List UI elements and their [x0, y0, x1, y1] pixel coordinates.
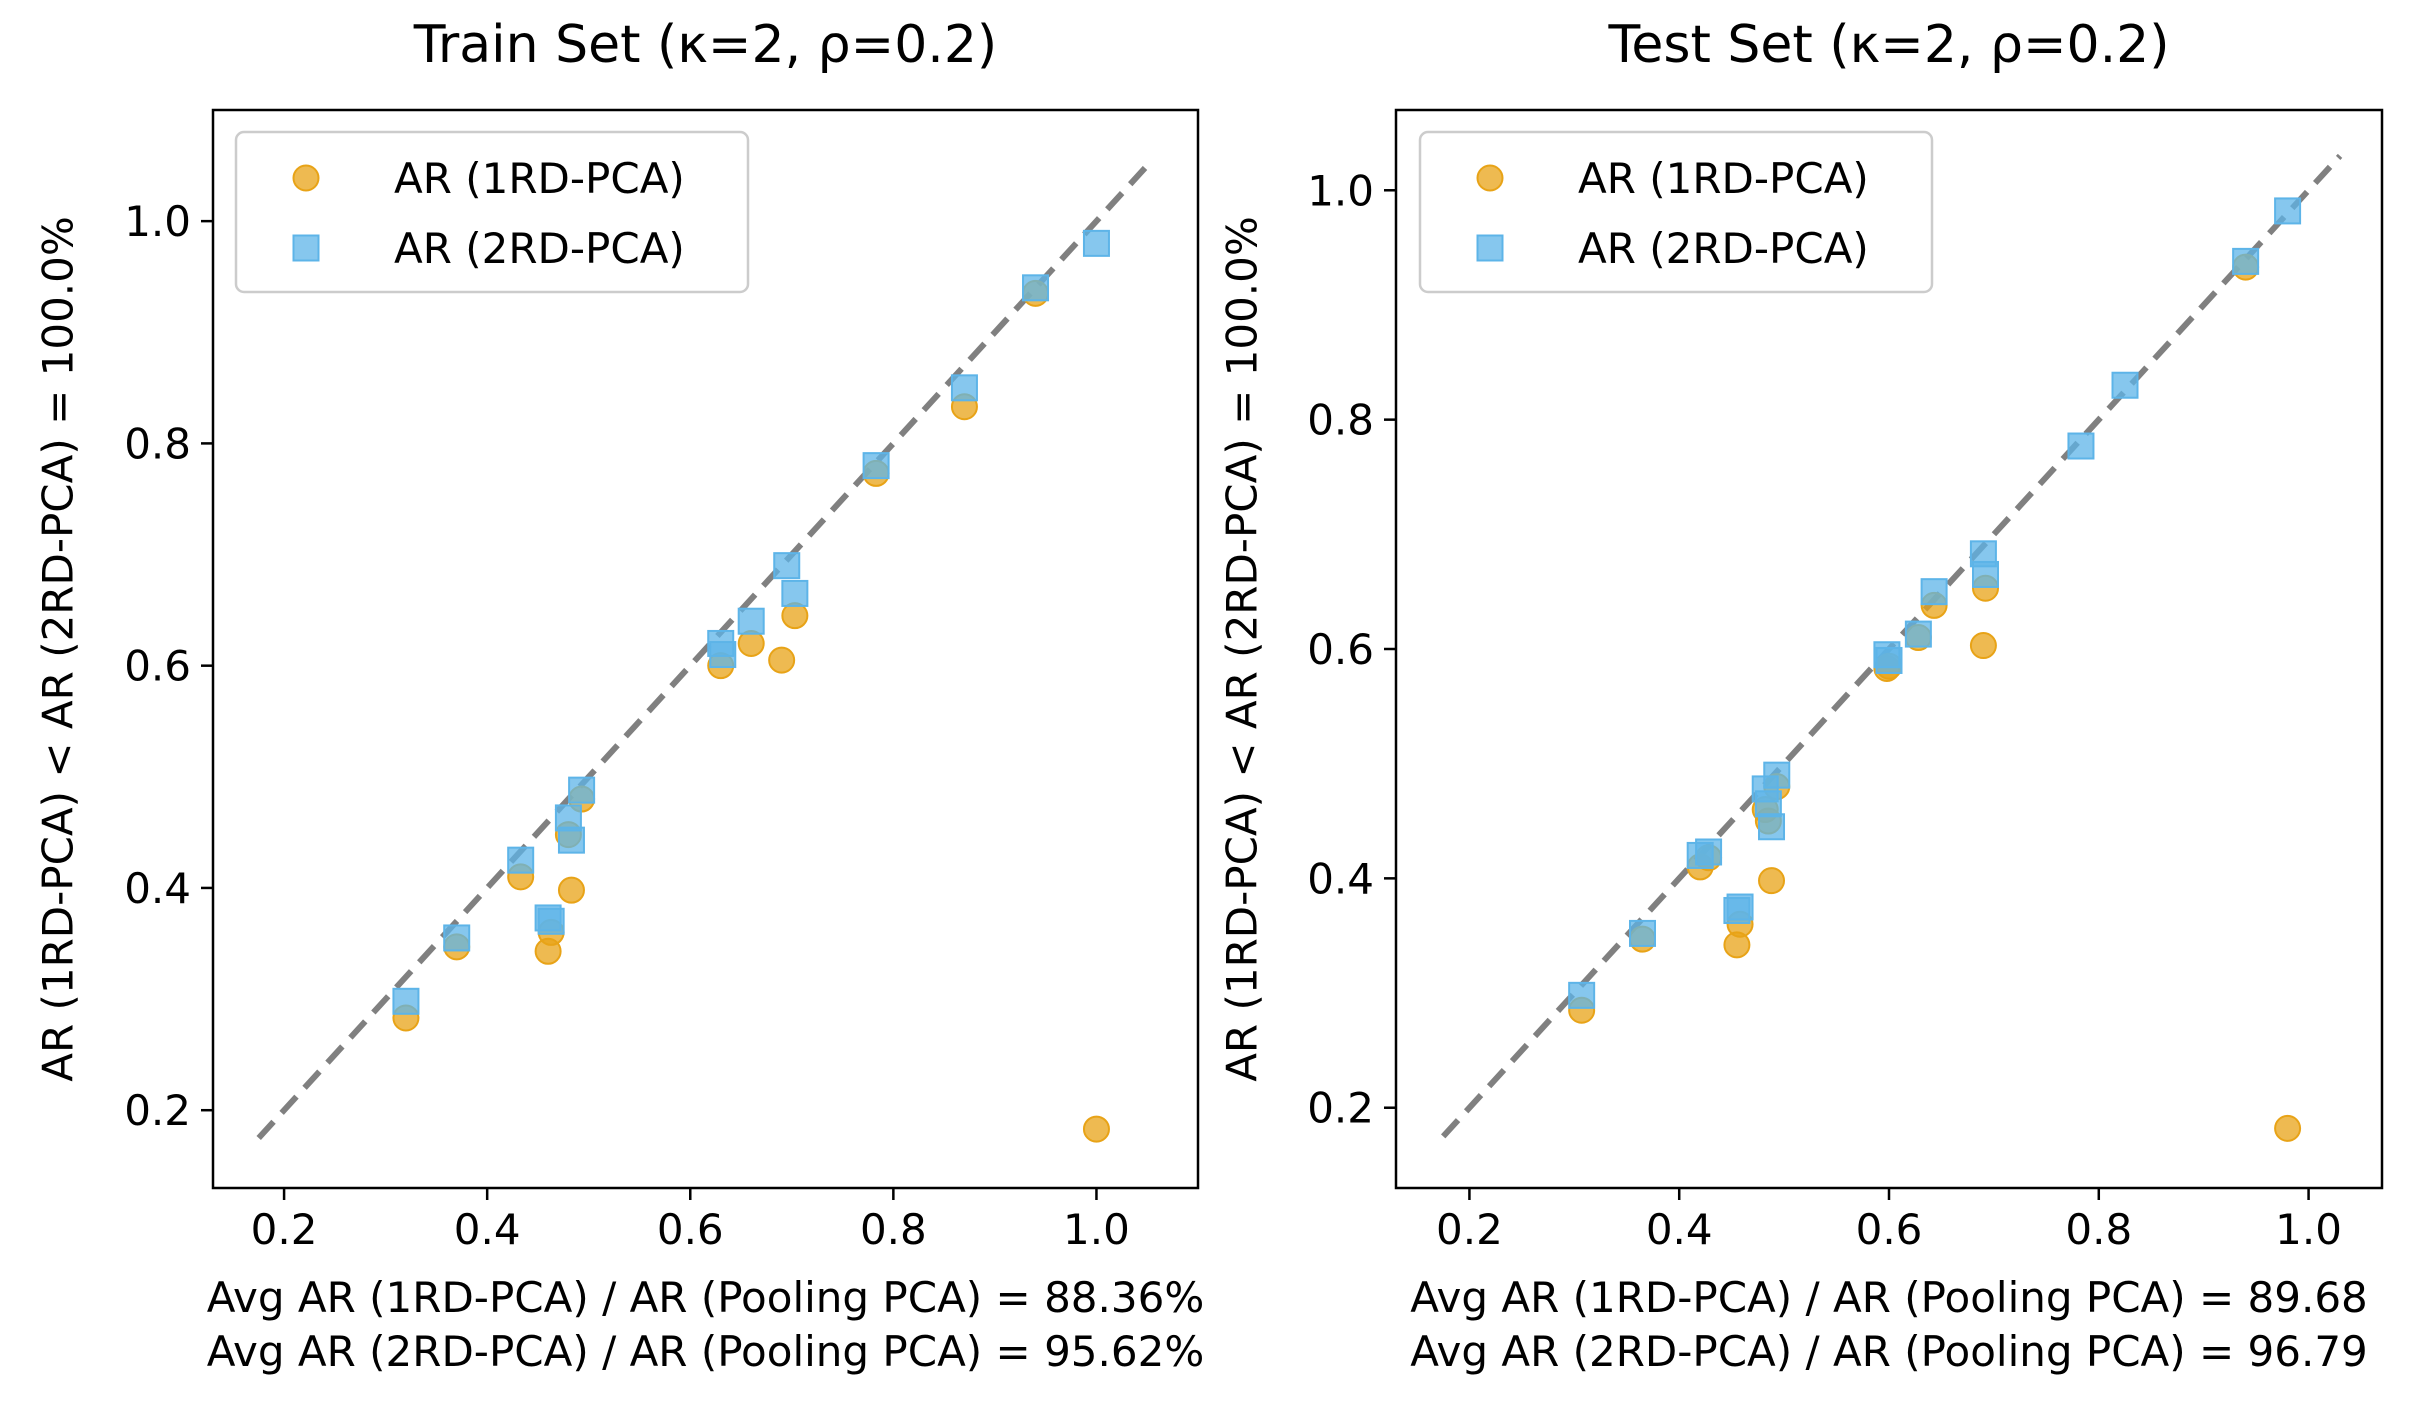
legend-marker-square — [1476, 234, 1504, 262]
legend-label: AR (2RD-PCA) — [1578, 224, 1869, 273]
y-tick-label: 1.0 — [1307, 166, 1374, 215]
point-ar-2rd-pca — [737, 607, 765, 635]
x-tick-label: 0.8 — [2065, 1205, 2132, 1254]
y-tick-label: 0.2 — [1307, 1084, 1374, 1133]
point-ar-2rd-pca — [781, 579, 809, 607]
point-ar-1rd-pca — [1082, 1115, 1110, 1143]
x-tick-label: 0.4 — [454, 1205, 521, 1254]
x-tick-label: 0.2 — [1436, 1205, 1503, 1254]
x-tick-label: 0.4 — [1646, 1205, 1713, 1254]
point-ar-2rd-pca — [568, 776, 596, 804]
legend-label: AR (1RD-PCA) — [394, 154, 685, 203]
point-ar-2rd-pca — [537, 907, 565, 935]
point-ar-1rd-pca — [557, 876, 585, 904]
y-axis-label: AR (1RD-PCA) < AR (2RD-PCA) = 100.0% — [34, 216, 83, 1082]
x-axis-label-line2: Avg AR (2RD-PCA) / AR (Pooling PCA) = 95… — [207, 1327, 1204, 1376]
chart-title: Train Set (κ=2, ρ=0.2) — [413, 15, 997, 75]
point-ar-1rd-pca — [768, 646, 796, 674]
point-ar-1rd-pca — [1969, 632, 1997, 660]
legend-label: AR (1RD-PCA) — [1578, 154, 1869, 203]
x-tick-label: 0.6 — [657, 1205, 724, 1254]
y-tick-label: 0.4 — [124, 864, 191, 913]
y-tick-label: 0.6 — [124, 642, 191, 691]
point-ar-2rd-pca — [773, 552, 801, 580]
x-axis-label-line1: Avg AR (1RD-PCA) / AR (Pooling PCA) = 88… — [207, 1273, 1204, 1322]
point-ar-1rd-pca — [2274, 1114, 2302, 1142]
x-tick-label: 1.0 — [1063, 1205, 1130, 1254]
point-ar-2rd-pca — [2232, 247, 2260, 275]
legend: AR (1RD-PCA) AR (2RD-PCA) — [1418, 130, 1934, 294]
point-ar-2rd-pca — [557, 826, 585, 854]
y-tick-label: 0.8 — [1307, 396, 1374, 445]
point-ar-2rd-pca — [1629, 919, 1656, 947]
legend-marker-circle — [1476, 164, 1504, 192]
point-ar-2rd-pca — [1568, 981, 1596, 1009]
point-ar-2rd-pca — [862, 452, 890, 480]
x-axis-label-line2: Avg AR (2RD-PCA) / AR (Pooling PCA) = 96… — [1410, 1327, 2368, 1376]
panel-test: 0.2 0.4 0.6 0.8 1.0 0.2 0.4 0.6 0.8 1.0 Test Set (… — [1218, 15, 2384, 1376]
point-ar-2rd-pca — [1022, 274, 1050, 302]
point-ar-2rd-pca — [2111, 371, 2139, 399]
chart-title: Test Set (κ=2, ρ=0.2) — [1607, 15, 2169, 75]
point-ar-2rd-pca — [2274, 197, 2302, 225]
x-tick-label: 0.8 — [860, 1205, 927, 1254]
x-tick-label: 1.0 — [2275, 1205, 2342, 1254]
point-ar-2rd-pca — [1726, 893, 1754, 921]
point-ar-2rd-pca — [1758, 813, 1786, 841]
point-ar-2rd-pca — [1763, 761, 1791, 789]
point-ar-2rd-pca — [1972, 560, 2000, 588]
point-ar-2rd-pca — [443, 924, 471, 952]
y-axis-label: AR (1RD-PCA) < AR (2RD-PCA) = 100.0% — [1218, 216, 1267, 1082]
x-tick-label: 0.6 — [1856, 1205, 1923, 1254]
y-tick-label: 0.4 — [1307, 854, 1374, 903]
y-tick-label: 1.0 — [124, 197, 191, 246]
y-tick-label: 0.6 — [1307, 625, 1374, 674]
legend-marker-square — [292, 234, 320, 262]
point-ar-2rd-pca — [950, 374, 978, 402]
point-ar-2rd-pca — [1904, 620, 1932, 648]
x-tick-label: 0.2 — [251, 1205, 318, 1254]
legend-box — [234, 130, 750, 294]
y-tick-label: 0.8 — [124, 419, 191, 468]
legend: AR (1RD-PCA) AR (2RD-PCA) — [234, 130, 750, 294]
point-ar-2rd-pca — [392, 987, 420, 1015]
point-ar-2rd-pca — [1920, 578, 1948, 606]
axes-frame — [211, 108, 1200, 1190]
legend-marker-circle — [292, 164, 320, 192]
legend-label: AR (2RD-PCA) — [394, 224, 685, 273]
point-ar-2rd-pca — [507, 846, 535, 874]
point-ar-2rd-pca — [709, 641, 737, 669]
point-ar-2rd-pca — [1875, 646, 1903, 674]
legend-box — [1418, 130, 1934, 294]
point-ar-1rd-pca — [1758, 867, 1786, 895]
point-ar-2rd-pca — [1082, 229, 1110, 257]
point-ar-2rd-pca — [2067, 432, 2095, 460]
panel-train: 0.2 0.4 0.6 0.8 1.0 0.2 0.4 0.6 0.8 1.0 Train Set … — [34, 15, 1205, 1376]
diagonal-reference-line — [256, 163, 1150, 1141]
x-axis-label-line1: Avg AR (1RD-PCA) / AR (Pooling PCA) = 89… — [1410, 1273, 2368, 1322]
point-ar-2rd-pca — [1695, 838, 1723, 866]
point-ar-2rd-pca — [1754, 790, 1782, 818]
y-tick-label: 0.2 — [124, 1086, 191, 1135]
